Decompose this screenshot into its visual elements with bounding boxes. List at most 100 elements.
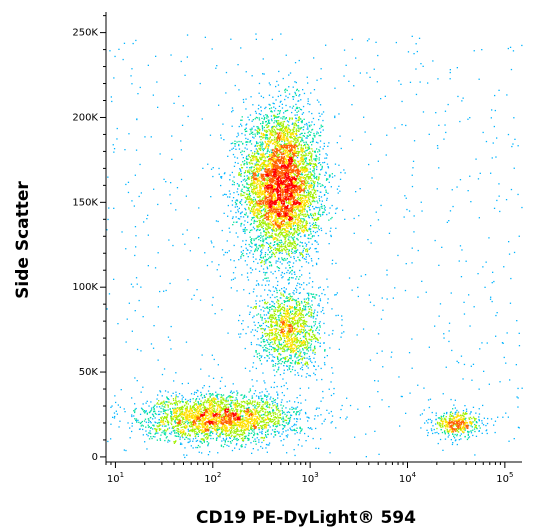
event-dot — [323, 205, 325, 207]
event-dot — [297, 174, 299, 176]
event-dot — [250, 219, 253, 221]
event-dot — [263, 213, 265, 215]
event-dot — [292, 196, 294, 198]
event-dot — [258, 244, 260, 247]
event-dot — [249, 195, 252, 197]
event-dot — [288, 222, 290, 225]
event-dot — [259, 166, 261, 168]
event-dot — [271, 160, 273, 162]
event-dot — [236, 200, 239, 202]
event-dot — [279, 123, 281, 126]
event-dot — [285, 259, 287, 261]
event-dot — [286, 149, 288, 151]
event-dot — [260, 144, 262, 146]
event-dot — [293, 126, 296, 128]
event-dot — [299, 220, 301, 222]
event-dot — [292, 159, 295, 162]
event-dot — [320, 191, 322, 193]
event-dot — [298, 217, 300, 219]
event-dot — [265, 175, 267, 177]
event-dot — [292, 165, 294, 167]
event-dot — [261, 136, 263, 138]
event-dot — [251, 217, 254, 219]
event-dot — [255, 157, 257, 159]
event-dot — [272, 251, 274, 254]
event-dot — [293, 242, 295, 244]
event-dot — [301, 266, 303, 268]
event-dot — [281, 166, 283, 168]
event-dot — [273, 230, 275, 232]
event-dot — [278, 116, 280, 118]
event-dot — [288, 163, 290, 165]
event-dot — [286, 146, 289, 148]
event-dot — [279, 162, 281, 164]
event-dot — [313, 175, 315, 178]
event-dot — [258, 208, 260, 210]
event-dot — [318, 134, 320, 137]
event-dot — [296, 156, 299, 159]
event-dot — [271, 111, 273, 113]
event-dot — [247, 196, 249, 198]
event-dot — [308, 146, 310, 148]
event-dot — [289, 161, 291, 163]
event-dot — [326, 278, 328, 280]
event-dot — [264, 169, 266, 171]
event-dot — [254, 135, 257, 137]
event-dot — [288, 160, 290, 162]
event-dot — [252, 177, 254, 179]
event-dot — [297, 119, 299, 121]
event-dot — [306, 210, 308, 212]
event-dot — [263, 118, 265, 121]
event-dot — [285, 161, 287, 163]
event-dot — [272, 130, 275, 133]
event-dot — [261, 206, 263, 208]
event-dot — [307, 237, 309, 239]
event-dot — [259, 217, 261, 219]
event-dot — [296, 197, 298, 200]
event-dot — [256, 170, 258, 172]
event-dot — [268, 235, 271, 238]
event-dot — [339, 135, 341, 137]
event-dot — [270, 195, 272, 197]
event-dot — [297, 196, 299, 199]
event-dot — [318, 198, 320, 200]
event-dot — [263, 184, 265, 186]
event-dot — [316, 175, 318, 178]
event-dot — [254, 250, 256, 253]
event-dot — [258, 161, 260, 163]
event-dot — [256, 142, 258, 144]
event-dot — [310, 92, 312, 94]
event-dot — [291, 184, 294, 186]
event-dot — [257, 205, 260, 207]
event-dot — [296, 146, 299, 148]
event-dot — [269, 193, 271, 195]
event-dot — [272, 192, 274, 194]
event-dot — [250, 250, 252, 252]
event-dot — [278, 216, 280, 218]
event-dot — [299, 183, 302, 186]
event-dot — [281, 157, 283, 160]
event-dot — [264, 234, 266, 236]
event-dot — [263, 204, 265, 206]
event-dot — [301, 274, 303, 276]
event-dot — [295, 260, 297, 262]
event-dot — [261, 183, 263, 185]
event-dot — [278, 198, 280, 201]
event-dot — [283, 231, 285, 233]
event-dot — [302, 222, 304, 224]
event-dot — [313, 123, 315, 126]
event-dot — [241, 190, 243, 193]
event-dot — [289, 163, 291, 166]
event-dot — [284, 133, 286, 136]
event-dot — [266, 266, 268, 268]
event-dot — [236, 191, 238, 193]
event-dot — [278, 145, 280, 147]
event-dot — [308, 191, 310, 193]
event-dot — [232, 197, 235, 199]
event-dot — [285, 152, 287, 154]
event-dot — [278, 216, 280, 218]
event-dot — [319, 104, 322, 106]
event-dot — [261, 177, 263, 179]
event-dot — [283, 144, 285, 146]
event-dot — [307, 196, 310, 198]
